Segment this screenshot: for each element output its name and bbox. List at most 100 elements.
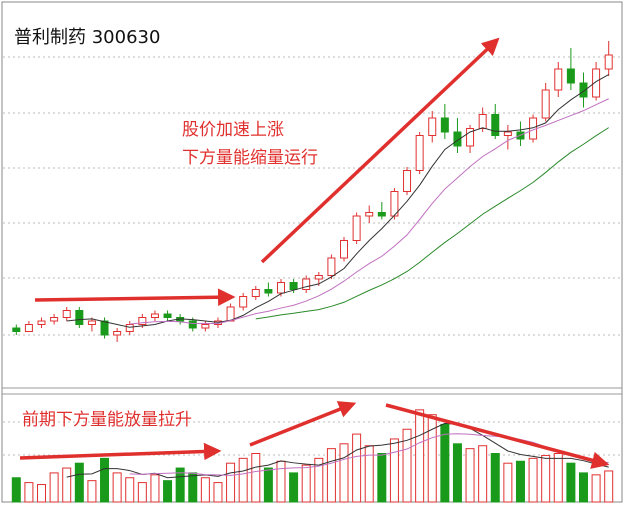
volume-bar [339,443,349,503]
volume-bar [440,423,450,503]
candle-body [604,54,613,70]
candle-body [352,215,361,241]
candle-body [37,320,46,325]
chart-title: 普利制药 300630 [14,27,160,48]
volume-bar [200,477,210,503]
volume-bar [490,453,500,503]
volume-average [66,422,609,479]
volume-bar [452,443,462,503]
volume-bar [251,453,261,503]
volume-bar [465,448,475,503]
volume-bar [137,482,147,503]
candle-body [314,275,323,280]
candle-body [276,282,285,294]
volume-bar [478,445,488,503]
annotation: 前期下方量能放量拉升 [22,410,192,430]
volume-bar [415,409,425,503]
candle-body [50,317,59,322]
volume-bar [276,460,286,503]
annotation: 下方量能缩量运行 [182,148,318,168]
annotation: 股价加速上涨 [182,120,284,140]
volume-bar [377,453,387,503]
moving-average [129,98,609,325]
candle-body [12,327,21,332]
moving-average [66,74,609,328]
volume-bar [24,482,34,503]
volume-bar [604,470,614,503]
candle-body [491,114,500,136]
volume-bar [503,462,513,503]
candle-body [327,257,336,276]
candle-body [251,289,260,297]
candle-body [566,68,575,84]
candle-body [415,135,424,171]
candle-body [138,317,147,325]
volume-bar [62,467,72,503]
candle-body [113,331,122,336]
volume-bar [301,464,311,503]
volume-bar [74,462,84,503]
candle-body [453,131,462,147]
candle-body [440,117,449,133]
candle-body [62,310,71,318]
volume-bar [49,472,59,503]
volume-bar [238,457,248,503]
volume-bar [11,477,21,503]
volume-bar [289,472,299,503]
volume-bar [402,428,412,503]
candle-body [188,320,197,329]
candle-body [365,212,374,217]
volume-bar [112,472,122,503]
candle-body [75,310,84,325]
volume-bar [150,474,160,503]
volume-bar [541,454,551,503]
volume-bar [213,482,223,503]
volume-bar [125,477,135,503]
volume-bar [515,460,525,503]
volume-bar [100,457,110,503]
volume-bar [427,414,437,503]
volume-bar [263,467,273,503]
grid [3,56,620,456]
candle-body [340,240,349,259]
arrows [19,37,610,469]
candle-body [150,313,159,318]
candle-body [24,324,33,332]
candle-body [478,114,487,129]
moving-average [255,127,609,320]
candle-body [302,278,311,290]
volume-bar [87,480,97,503]
candle-body [554,68,563,91]
candle-body [87,320,96,325]
volume-bar [326,448,336,503]
candle-body [201,324,210,329]
candle-body [100,320,109,336]
volume-bar [389,438,399,503]
volume-bar [188,472,198,503]
candle-body [466,128,475,147]
candle-body [163,313,172,318]
volume-bar [528,457,538,503]
volume-bar [364,445,374,503]
candle-body [428,117,437,136]
candle-body [239,296,248,308]
volume-bar [163,480,173,503]
volume-bar [37,484,47,503]
volume-bar [226,462,236,503]
candle-body [541,89,550,119]
candle-body [125,324,134,332]
candle-body [579,82,588,98]
volume-bar [175,467,185,503]
volume-bar [578,472,588,503]
candle-body [592,68,601,98]
volume-bar [566,462,576,503]
volume-bar [553,453,563,503]
candle-body [503,131,512,136]
volume-bar [314,457,324,503]
candle-body [377,212,386,217]
volume-bar [591,474,601,503]
candle-body [403,170,412,192]
candle-body [264,289,273,294]
